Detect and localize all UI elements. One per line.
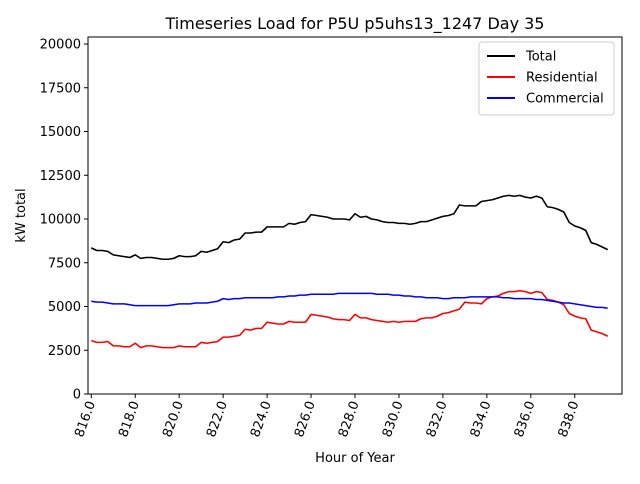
y-tick-label: 12500 [40, 169, 81, 184]
y-tick-label: 5000 [48, 300, 81, 315]
x-axis-label: Hour of Year [315, 451, 395, 466]
legend-label-residential: Residential [526, 71, 598, 86]
series-line-total [90, 194, 609, 261]
series-line-commercial [91, 292, 608, 310]
y-tick-label: 2500 [48, 344, 81, 359]
legend-label-commercial: Commercial [526, 92, 604, 107]
y-axis-ticks: 0 2500 5000 7500 10000 12500 15000 17500 20000 [40, 38, 88, 403]
y-tick-label: 7500 [48, 256, 81, 271]
series-line-residential [91, 289, 609, 349]
legend: Total Residential Commercial [478, 41, 615, 116]
plot-frame [87, 36, 623, 395]
y-tick-label: 20000 [40, 38, 81, 53]
legend-label-total: Total [525, 50, 556, 65]
y-tick-label: 0 [73, 388, 81, 403]
y-tick-label: 10000 [40, 213, 81, 228]
y-tick-label: 15000 [40, 125, 81, 140]
y-axis-label: kW total [14, 188, 29, 242]
chart-title: Timeseries Load for P5U p5uhs13_1247 Day… [165, 14, 545, 34]
y-tick-label: 17500 [40, 81, 81, 96]
series-lines [90, 194, 609, 349]
legend-box [478, 41, 615, 116]
